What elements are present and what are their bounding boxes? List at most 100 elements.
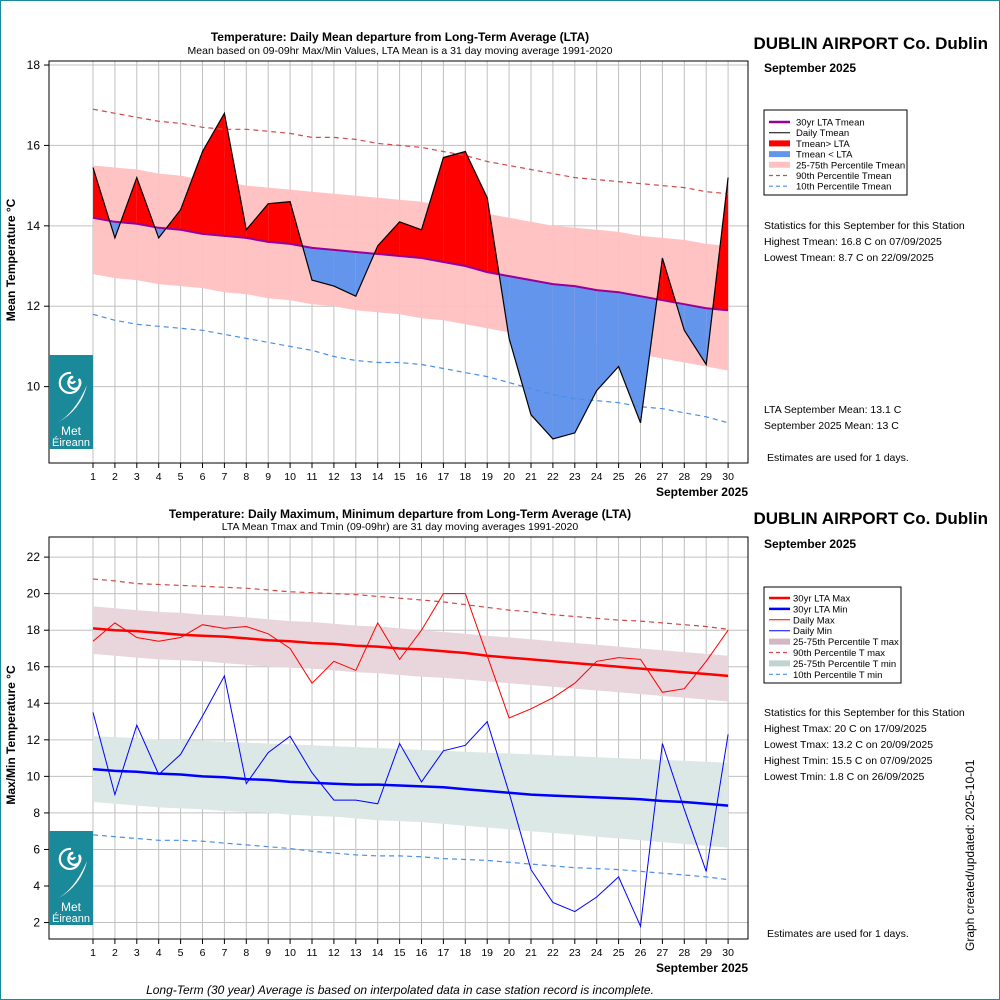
top-y-tick-label: 12 [27,299,41,313]
bottom-x-tick-label: 26 [635,947,647,959]
top-departure-above-lta [268,201,291,244]
top-departure-below-lta [596,290,619,391]
top-x-tick-label: 21 [525,471,537,483]
top-estimates-note: Estimates are used for 1 days. [767,452,909,464]
lta-september-mean: LTA September Mean: 13.1 C [764,404,902,416]
bottom-stats-title: Statistics for this September for this S… [764,707,965,719]
bottom-logo-background [49,831,93,925]
top-x-tick-label: 9 [265,471,271,483]
top-x-tick-label: 28 [678,471,690,483]
top-x-tick-label: 29 [700,471,712,483]
bottom-x-tick-label: 5 [178,947,184,959]
bottom-x-tick-label: 4 [156,947,162,959]
september-2025-mean: September 2025 Mean: 13 C [764,420,899,432]
top-y-tick-label: 10 [27,380,41,394]
top-stat-highest: Highest Tmean: 16.8 C on 07/09/2025 [764,236,942,248]
bottom-x-tick-label: 10 [284,947,296,959]
top-departure-below-lta [618,292,641,423]
top-x-tick-label: 14 [372,471,384,483]
bottom-stat-highest-tmax: Highest Tmax: 20 C on 17/09/2025 [764,723,927,735]
top-station-name: DUBLIN AIRPORT Co. Dublin [753,34,988,53]
top-legend-label: Tmean < LTA [796,150,853,161]
top-x-tick-label: 27 [657,471,669,483]
bottom-x-tick-label: 2 [112,947,118,959]
top-legend-label: 10th Percentile Tmean [796,182,891,193]
bottom-x-tick-label: 12 [328,947,340,959]
bottom-x-tick-label: 15 [394,947,406,959]
top-x-tick-label: 7 [221,471,227,483]
top-chart-subtitle: Mean based on 09-09hr Max/Min Values, LT… [188,45,613,57]
top-stat-lowest: Lowest Tmean: 8.7 C on 22/09/2025 [764,252,934,264]
top-departure-above-lta [399,221,422,258]
top-y-axis-label: Mean Temperature °C [4,198,18,321]
top-x-tick-label: 13 [350,471,362,483]
top-x-tick-label: 24 [591,471,603,483]
top-legend-label: Tmean> LTA [796,139,850,150]
bottom-chart-title: Temperature: Daily Maximum, Minimum depa… [169,507,631,521]
top-departure-above-lta [443,151,466,266]
bottom-y-tick-label: 18 [27,623,41,637]
top-x-tick-label: 18 [459,471,471,483]
top-plot-border [48,60,749,464]
top-logo-text-met: Met [61,424,82,438]
top-departure-above-lta [465,151,488,273]
bottom-x-tick-label: 20 [503,947,515,959]
top-x-tick-label: 26 [635,471,647,483]
bottom-x-tick-label: 29 [700,947,712,959]
bottom-percentile-band-tmin [93,736,729,848]
created-date: Graph created/updated: 2025-10-01 [963,759,977,951]
bottom-legend-label: 30yr LTA Max [793,594,850,605]
top-x-tick-label: 30 [722,471,734,483]
top-logo-background [49,355,93,449]
bottom-stat-highest-tmin: Highest Tmin: 15.5 C on 07/09/2025 [764,755,933,767]
top-x-tick-label: 8 [243,471,249,483]
top-x-tick-label: 25 [613,471,625,483]
bottom-legend-label: 90th Percentile T max [793,648,885,659]
footer-note: Long-Term (30 year) Average is based on … [146,983,654,997]
bottom-10th-percentile-tmin-line [92,834,729,881]
top-lta-tmean-line [92,216,729,312]
top-departure-below-lta [531,280,553,439]
bottom-x-tick-label: 11 [307,947,318,959]
bottom-logo-swirl [58,847,82,870]
top-departure-above-lta [246,203,269,242]
bottom-x-tick-label: 6 [200,947,206,959]
bottom-legend-label: 25-75th Percentile T max [793,637,899,648]
top-x-tick-label: 15 [394,471,406,483]
top-x-tick-label: 10 [284,471,296,483]
top-x-axis-label: September 2025 [656,485,748,499]
top-90th-percentile-line [92,108,729,195]
bottom-month-label: September 2025 [764,537,856,551]
bottom-x-tick-label: 7 [221,947,227,959]
top-x-tick-label: 3 [134,471,140,483]
bottom-x-tick-label: 13 [350,947,362,959]
bottom-y-tick-label: 22 [27,550,41,564]
bottom-daily-min-line [92,674,729,929]
bottom-x-tick-label: 30 [722,947,734,959]
bottom-x-tick-label: 21 [525,947,537,959]
bottom-x-tick-label: 8 [243,947,249,959]
bottom-legend-label: 30yr LTA Min [793,604,848,615]
bottom-y-tick-label: 6 [33,842,40,856]
bottom-x-tick-label: 9 [265,947,271,959]
bottom-y-tick-label: 8 [33,806,40,820]
top-departure-below-lta [574,286,597,433]
bottom-daily-max-line [92,593,729,719]
top-legend-label: 90th Percentile Tmean [796,171,891,182]
bottom-stat-lowest-tmax: Lowest Tmax: 13.2 C on 20/09/2025 [764,739,933,751]
top-x-tick-label: 11 [307,471,318,483]
top-x-tick-label: 5 [178,471,184,483]
top-x-tick-label: 16 [416,471,428,483]
top-departure-above-lta [202,113,225,236]
top-departure-below-lta [509,276,531,415]
top-y-tick-label: 18 [27,58,41,72]
bottom-y-tick-label: 2 [33,916,40,930]
bottom-y-tick-label: 16 [27,660,41,674]
bottom-logo-text-eireann: Éireann [52,912,90,925]
bottom-estimates-note: Estimates are used for 1 days. [767,928,909,940]
top-departure-below-lta [684,304,707,365]
bottom-legend-label: Daily Max [793,615,835,626]
bottom-percentile-band-tmax [93,606,729,702]
bottom-x-tick-label: 3 [134,947,140,959]
